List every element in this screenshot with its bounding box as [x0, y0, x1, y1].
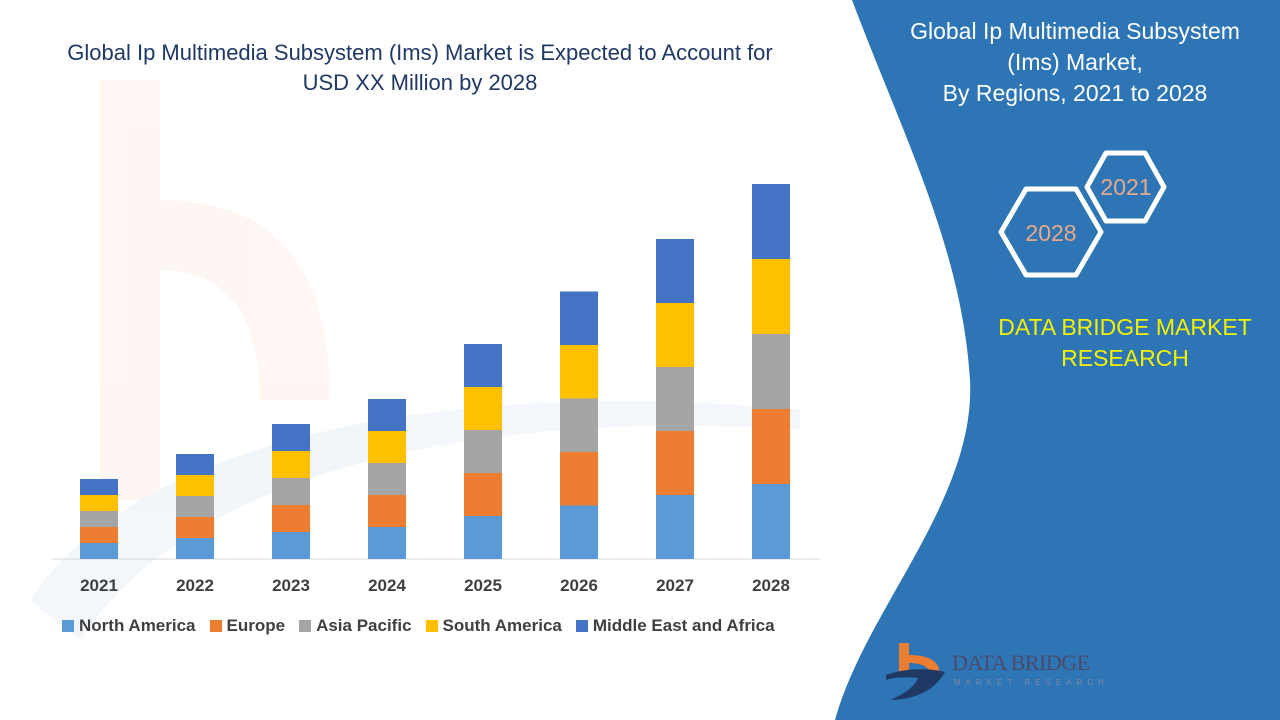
bar-segment-2025-asia-pacific	[464, 430, 502, 473]
bar-segment-2022-middle-east-and-africa	[176, 454, 214, 475]
legend-item: Middle East and Africa	[575, 616, 775, 636]
bar-segment-2022-europe	[176, 517, 214, 538]
legend-item: South America	[425, 616, 562, 636]
bar-segment-2023-asia-pacific	[272, 478, 310, 505]
legend-label: Middle East and Africa	[592, 616, 775, 635]
side-title-line3: By Regions, 2021 to 2028	[942, 80, 1208, 106]
bar-segment-2021-europe	[80, 527, 118, 543]
hex-label-2028: 2028	[1025, 220, 1076, 246]
legend-item: Asia Pacific	[299, 616, 412, 636]
x-tick-label: 2028	[752, 576, 790, 595]
bar-segment-2021-asia-pacific	[80, 511, 118, 527]
bar-segment-2021-north-america	[80, 543, 118, 559]
legend-swatch	[209, 620, 222, 632]
x-tick-label: 2023	[272, 576, 310, 595]
legend-label: Europe	[226, 616, 286, 635]
x-tick-label: 2024	[368, 576, 406, 595]
legend-item: Europe	[209, 616, 286, 636]
legend-item: North America	[62, 616, 196, 636]
bar-segment-2028-north-america	[752, 484, 790, 559]
bar-segment-2028-europe	[752, 409, 790, 484]
legend-label: South America	[442, 616, 562, 635]
hexagon-2021	[1084, 150, 1167, 224]
legend-label: Asia Pacific	[316, 616, 412, 635]
side-title-line1: Global Ip Multimedia Subsystem	[910, 18, 1240, 44]
bar-segment-2022-north-america	[176, 538, 214, 559]
legend-swatch	[575, 620, 588, 632]
bar-segment-2026-south-america	[560, 345, 598, 399]
legend-label: North America	[79, 616, 196, 635]
bar-segment-2026-north-america	[560, 505, 598, 559]
logo-icon	[886, 643, 945, 700]
hex-label-2021: 2021	[1100, 174, 1151, 200]
side-title-line2: (Ims) Market,	[1007, 49, 1143, 75]
chart-title: Global Ip Multimedia Subsystem (Ims) Mar…	[10, 38, 830, 98]
bar-segment-2026-europe	[560, 452, 598, 506]
bar-segment-2027-middle-east-and-africa	[656, 239, 694, 303]
brand-name: DATA BRIDGE MARKET RESEARCH	[980, 312, 1270, 374]
bar-segment-2027-north-america	[656, 495, 694, 559]
bar-segment-2024-south-america	[368, 431, 406, 463]
bar-segment-2025-north-america	[464, 516, 502, 559]
bar-segment-2024-europe	[368, 495, 406, 527]
bar-segment-2022-south-america	[176, 475, 214, 496]
chart-title-line2: USD XX Million by 2028	[302, 70, 538, 95]
bar-segment-2023-south-america	[272, 451, 310, 478]
bars-group	[80, 184, 790, 559]
logo-text: DATA BRIDGE	[952, 650, 1090, 675]
bar-segment-2022-asia-pacific	[176, 496, 214, 517]
bar-segment-2025-europe	[464, 473, 502, 516]
x-tick-label: 2026	[560, 576, 598, 595]
bar-segment-2026-middle-east-and-africa	[560, 291, 598, 345]
brand-line1: DATA BRIDGE MARKET	[998, 314, 1252, 340]
chart-title-line1: Global Ip Multimedia Subsystem (Ims) Mar…	[67, 40, 773, 65]
legend-swatch	[62, 620, 74, 632]
legend: North America Europe Asia Pacific South Ame…	[62, 616, 775, 636]
bar-segment-2021-south-america	[80, 495, 118, 511]
bar-segment-2021-middle-east-and-africa	[80, 479, 118, 495]
bar-segment-2024-asia-pacific	[368, 463, 406, 495]
bar-segment-2025-middle-east-and-africa	[464, 344, 502, 387]
bar-segment-2027-asia-pacific	[656, 367, 694, 431]
bar-segment-2028-asia-pacific	[752, 334, 790, 409]
bar-segment-2023-europe	[272, 505, 310, 532]
side-panel-shape	[835, 0, 1280, 720]
hexagon-2028	[998, 186, 1104, 278]
legend-swatch	[299, 620, 312, 632]
x-tick-label: 2025	[464, 576, 502, 595]
side-panel-title: Global Ip Multimedia Subsystem (Ims) Mar…	[880, 16, 1270, 109]
logo-subtext: MARKET RESEARCH	[954, 678, 1109, 687]
x-tick-label: 2022	[176, 576, 214, 595]
x-tick-label: 2021	[80, 576, 118, 595]
x-tick-label: 2027	[656, 576, 694, 595]
legend-swatch	[425, 620, 438, 632]
bar-segment-2024-north-america	[368, 527, 406, 559]
brand-line2: RESEARCH	[1061, 345, 1189, 371]
bar-segment-2027-south-america	[656, 303, 694, 367]
bar-segment-2026-asia-pacific	[560, 398, 598, 452]
bar-segment-2024-middle-east-and-africa	[368, 399, 406, 431]
bar-segment-2023-middle-east-and-africa	[272, 424, 310, 451]
bar-segment-2028-middle-east-and-africa	[752, 184, 790, 259]
bar-segment-2028-south-america	[752, 259, 790, 334]
bar-segment-2027-europe	[656, 431, 694, 495]
bar-segment-2025-south-america	[464, 387, 502, 430]
bar-segment-2023-north-america	[272, 532, 310, 559]
